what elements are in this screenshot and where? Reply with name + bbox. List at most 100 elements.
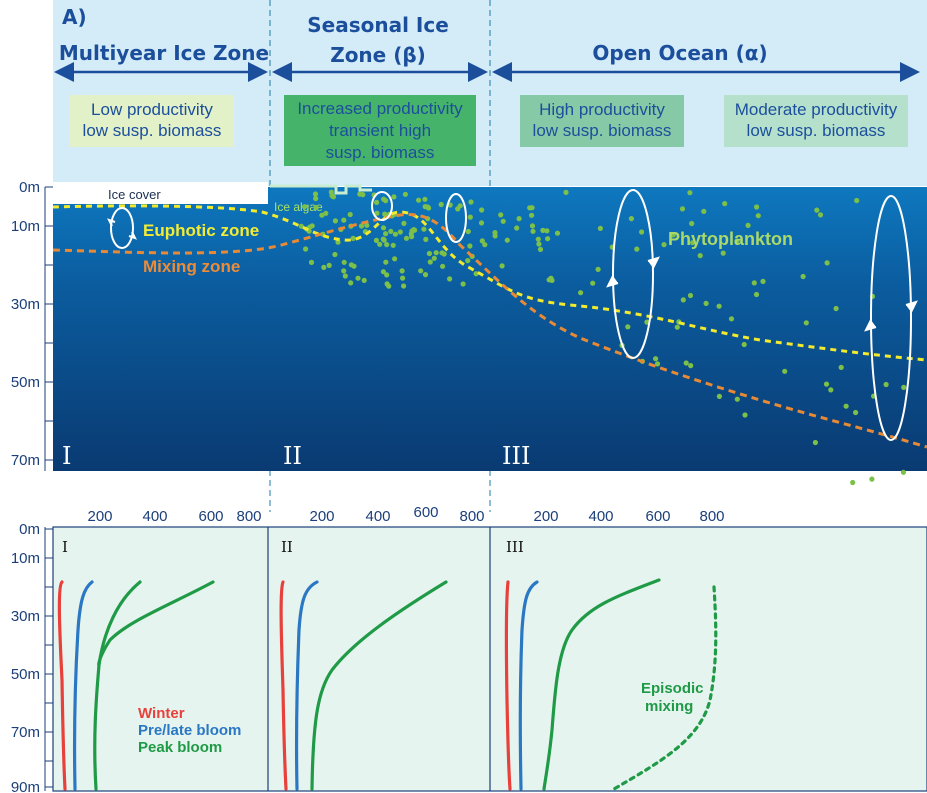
phytoplankton-dot	[479, 207, 485, 213]
phytoplankton-dot	[381, 196, 387, 202]
phytoplankton-dot	[323, 210, 329, 216]
zone-title-multiyear: Multiyear Ice Zone	[59, 41, 269, 65]
legend-pre-late-bloom: Pre/late bloom	[138, 722, 241, 739]
circulation-arrowhead	[864, 319, 877, 332]
phytoplankton-dot	[426, 205, 432, 211]
info-box-open-ocean-moderate-line1: Moderate productivity	[735, 100, 898, 119]
phytoplankton-dot	[332, 251, 338, 258]
phytoplankton-dot	[478, 220, 485, 226]
phytoplankton-dot	[421, 226, 427, 232]
phytoplankton-dot	[465, 258, 471, 264]
info-box-open-ocean-high	[520, 95, 684, 147]
phytoplankton-dot	[397, 229, 403, 235]
x-tick-label: 200	[533, 508, 558, 525]
phytoplankton-dot	[817, 212, 824, 218]
depth-label-bottom: 30m	[11, 608, 40, 625]
info-box-seasonal-line2: transient high	[329, 121, 431, 140]
depth-label-top: 0m	[19, 179, 40, 196]
phytoplankton-dot	[578, 290, 584, 296]
phytoplankton-dot	[373, 237, 379, 243]
profile-peak-panel-1-alt	[97, 580, 215, 667]
phytoplankton-dot	[689, 220, 695, 227]
phytoplankton-dots	[298, 189, 907, 486]
zone-title-open-ocean: Open Ocean (α)	[592, 41, 767, 65]
phytoplankton-dot	[516, 216, 522, 222]
depth-axis-bottom: 0m 10m 30m 50m 70m 90m	[11, 521, 53, 793]
phytoplankton-dot	[536, 241, 542, 247]
phytoplankton-dot	[468, 199, 474, 205]
x-tick-label: 800	[459, 508, 484, 525]
phytoplankton-dot	[548, 275, 554, 281]
phytoplankton-dot	[688, 363, 694, 369]
phytoplankton-dot	[460, 281, 466, 287]
zone-title-seasonal-line2: Zone (β)	[330, 43, 426, 67]
phytoplankton-dot	[654, 361, 661, 367]
phytoplankton-dot	[426, 250, 432, 257]
circulation-loop-open-ocean-1	[612, 189, 654, 359]
x-ticks-panel-2: 200 400 600 800	[309, 504, 484, 525]
phytoplankton-dot	[498, 212, 504, 218]
phytoplankton-dot	[544, 228, 550, 234]
phytoplankton-dot	[734, 238, 740, 244]
phytoplankton-dot	[869, 476, 875, 482]
phytoplankton-dot	[843, 403, 849, 409]
phytoplankton-dot	[500, 218, 506, 224]
phytoplankton-dot	[716, 303, 722, 309]
mixing-zone-label: Mixing zone	[143, 257, 240, 276]
phytoplankton-dot	[348, 280, 354, 286]
profile-curves-panel-3	[504, 578, 718, 791]
phytoplankton-dot	[634, 246, 640, 252]
profile-numeral-2: II	[281, 538, 293, 556]
profile-winter-panel-2	[279, 580, 288, 791]
phytoplankton-dot	[374, 210, 380, 216]
phytoplankton-dot	[812, 439, 819, 446]
phytoplankton-dot	[628, 216, 635, 222]
phytoplankton-dot	[824, 260, 830, 266]
phytoplankton-dot	[687, 292, 694, 299]
phytoplankton-dot	[529, 212, 535, 218]
profile-curves-panel-2	[279, 580, 448, 791]
phytoplankton-dot	[384, 242, 390, 248]
phytoplankton-dot	[400, 275, 406, 281]
phytoplankton-dot	[504, 237, 510, 243]
phytoplankton-dot	[754, 204, 760, 210]
phytoplankton-dot	[479, 238, 485, 244]
phytoplankton-dot	[467, 243, 473, 249]
phytoplankton-dot	[355, 275, 361, 281]
profile-winter-panel-1	[57, 580, 67, 791]
phytoplankton-dot	[701, 208, 707, 214]
circulation-loop-seasonal-1	[371, 191, 393, 221]
phytoplankton-dot	[433, 250, 439, 256]
phytoplankton-dot	[639, 229, 645, 235]
ice-algae-layer	[270, 184, 372, 195]
phytoplankton-dot	[563, 189, 569, 195]
phytoplankton-dot	[319, 212, 325, 218]
info-box-seasonal-line1: Increased productivity	[297, 99, 463, 118]
phytoplankton-dot	[401, 220, 407, 226]
ocean-cross-section	[53, 187, 927, 471]
circulation-arrowhead	[107, 218, 116, 227]
phytoplankton-dot	[312, 191, 319, 197]
phytoplankton-dot	[347, 211, 353, 218]
phytoplankton-dot	[326, 262, 332, 268]
phytoplankton-dot	[358, 223, 365, 229]
phytoplankton-dot	[782, 368, 788, 374]
depth-label-top: 30m	[11, 296, 40, 313]
phytoplankton-dot	[377, 241, 383, 247]
phytoplankton-dot	[439, 250, 445, 256]
phytoplankton-dot	[440, 263, 446, 269]
phytoplankton-dot	[423, 236, 429, 242]
phytoplankton-dot	[653, 356, 659, 362]
profile-prebloom-panel-3	[518, 580, 539, 791]
phytoplankton-dot	[348, 262, 354, 268]
ice-cover-label: Ice cover	[108, 187, 161, 202]
phytoplankton-dot	[529, 223, 536, 229]
phytoplankton-dot	[308, 259, 315, 265]
phytoplankton-dot	[431, 255, 437, 261]
legend-peak-bloom: Peak bloom	[138, 739, 222, 756]
profile-prebloom-panel-1	[73, 580, 94, 791]
episodic-mixing-label-line2: mixing	[645, 698, 693, 715]
phytoplankton-dot	[690, 240, 696, 246]
phytoplankton-dot	[595, 266, 601, 272]
depth-label-bottom: 10m	[11, 550, 40, 567]
